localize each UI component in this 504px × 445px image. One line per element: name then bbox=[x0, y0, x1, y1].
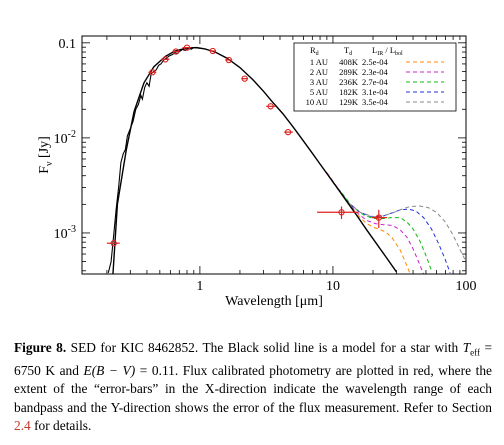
photometry-marker bbox=[225, 56, 232, 64]
photometry-marker bbox=[338, 209, 345, 216]
teff-symbol: T bbox=[462, 340, 471, 355]
photometry-point-7 bbox=[225, 56, 233, 64]
legend-ratio: 3.1e-04 bbox=[362, 87, 388, 97]
legend-row-1: 1 AU 408K 2.5e-04 bbox=[310, 57, 444, 67]
photometry-point-2 bbox=[148, 69, 157, 76]
photometry-marker bbox=[149, 69, 156, 76]
teff-value: = 6750 K and bbox=[14, 340, 493, 379]
photometry-marker bbox=[172, 48, 180, 55]
legend-ratio: 2.5e-04 bbox=[362, 57, 388, 67]
photometry-point-1 bbox=[106, 240, 120, 247]
observed-spectrum-line bbox=[107, 47, 203, 274]
caption-text-2: = 0.11. Flux calibrated photometry are p… bbox=[14, 363, 492, 415]
disk-model-curve-1 bbox=[319, 163, 411, 274]
photometry-marker bbox=[110, 240, 117, 247]
photometry-point-6 bbox=[209, 47, 216, 55]
legend-td: 182K bbox=[339, 87, 359, 97]
y-tick-label: 0.1 bbox=[59, 37, 77, 52]
legend-td: 289K bbox=[339, 67, 359, 77]
photometry-point-3 bbox=[160, 56, 170, 63]
photometry-marker bbox=[162, 56, 169, 63]
photometry-point-8 bbox=[241, 75, 249, 82]
section-link[interactable]: 2.4 bbox=[14, 418, 31, 434]
x-tick-label: 100 bbox=[456, 279, 477, 294]
legend-row-3: 3 AU 236K 2.7e-04 bbox=[310, 77, 444, 87]
legend-ratio: 3.5e-04 bbox=[362, 97, 388, 107]
legend-rd: 3 AU bbox=[310, 77, 328, 87]
photometry-marker bbox=[267, 103, 274, 110]
caption-text-3: for details. bbox=[30, 418, 92, 434]
y-axis-label: Fν [Jy] bbox=[37, 136, 55, 174]
disk-model-curve-5 bbox=[347, 201, 466, 262]
legend-td: 408K bbox=[339, 57, 359, 67]
plot-frame bbox=[81, 35, 467, 275]
legend-header-lratio: LIR / Lbol bbox=[372, 45, 403, 57]
x-tick-label: 1 bbox=[196, 279, 203, 294]
legend-rd: 1 AU bbox=[310, 57, 328, 67]
legend-rd: 10 AU bbox=[306, 97, 328, 107]
photometry-marker bbox=[241, 75, 248, 82]
ebv-symbol: E(B − V) bbox=[83, 363, 136, 379]
photometry-marker bbox=[209, 47, 216, 55]
disk-model-curve-3 bbox=[332, 182, 432, 271]
x-tick-label: 10 bbox=[326, 279, 340, 294]
y-tick-label: 10-2 bbox=[54, 129, 76, 147]
photometry-point-12 bbox=[371, 209, 388, 228]
photometry-point-4 bbox=[172, 48, 180, 55]
legend-td: 129K bbox=[339, 97, 359, 107]
legend-row-2: 2 AU 289K 2.3e-04 bbox=[310, 67, 444, 77]
y-tick-label: 10-3 bbox=[54, 224, 76, 242]
photometry-marker bbox=[284, 128, 292, 136]
legend-header-td: Td bbox=[344, 45, 352, 57]
legend-header-rd: Rd bbox=[310, 45, 319, 57]
photometry-point-11 bbox=[317, 206, 359, 220]
x-axis-label: Wavelength [μm] bbox=[225, 294, 323, 309]
legend-ratio: 2.3e-04 bbox=[362, 67, 388, 77]
figure-caption: Figure 8. SED for KIC 8462852. The Black… bbox=[14, 339, 492, 436]
legend-row-5: 10 AU 129K 3.5e-04 bbox=[306, 97, 444, 107]
legend-row-4: 5 AU 182K 3.1e-04 bbox=[310, 87, 444, 97]
photometry-point-10 bbox=[284, 128, 293, 136]
photometry-point-5 bbox=[182, 44, 192, 51]
photometry-point-9 bbox=[266, 103, 276, 110]
legend-rd: 2 AU bbox=[310, 67, 328, 77]
disk-model-curve-4 bbox=[338, 188, 451, 274]
sed-figure: 1 10 100 10-3 10-2 0.1 Wavelength [μm] Fν [Jy] … bbox=[37, 35, 477, 309]
teff-subscript: eff bbox=[470, 347, 480, 358]
caption-label: Figure 8. bbox=[14, 340, 67, 355]
caption-text-1: SED for KIC 8462852. The Black solid lin… bbox=[66, 340, 463, 355]
legend-rd: 5 AU bbox=[310, 87, 328, 97]
legend-td: 236K bbox=[339, 77, 359, 87]
legend-ratio: 2.7e-04 bbox=[362, 77, 388, 87]
disk-model-curve-2 bbox=[326, 172, 425, 274]
legend-box bbox=[293, 42, 457, 112]
photometry-marker bbox=[183, 44, 191, 51]
photometry-marker bbox=[375, 214, 382, 221]
